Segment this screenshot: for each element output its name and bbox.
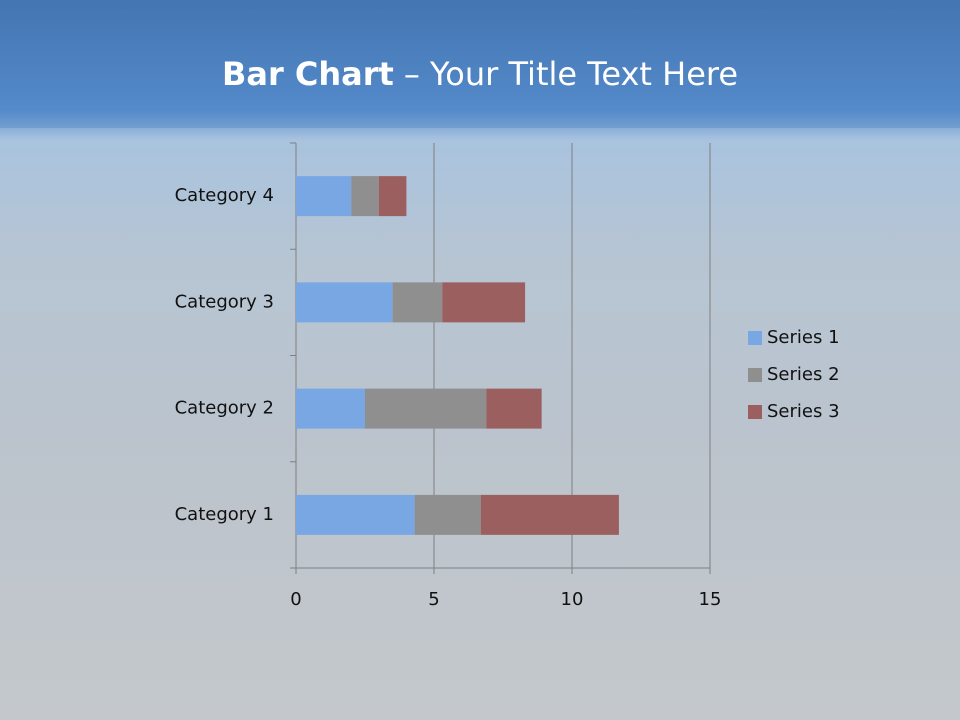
legend-label: Series 2 [767,364,840,385]
y-tick-label: Category 2 [175,398,274,419]
x-tick-label: 15 [699,589,722,610]
title-band [0,0,960,128]
bar-segment [378,176,407,217]
title-lead: Bar Chart [222,55,394,93]
bar-segment [392,282,443,323]
legend-swatch [748,405,762,419]
y-tick-label: Category 3 [175,291,274,312]
bar-segment [296,176,352,217]
legend-swatch [748,331,762,345]
bar-segment [296,282,393,323]
bar-segment [351,176,379,217]
bar-segment [414,494,481,535]
legend-swatch [748,368,762,382]
title-rest: – Your Title Text Here [404,55,738,93]
bar-segment [296,388,365,429]
y-tick-label: Category 1 [175,504,274,525]
bar-segment [296,494,415,535]
legend-label: Series 1 [767,327,840,348]
y-tick-label: Category 4 [175,185,274,206]
bar-segment [480,494,619,535]
x-tick-label: 5 [428,589,439,610]
x-tick-label: 0 [290,589,301,610]
bar-segment [486,388,542,429]
chart-title: Bar Chart – Your Title Text Here [222,55,738,93]
x-tick-label: 10 [561,589,584,610]
bar-segment [365,388,487,429]
bar-segment [442,282,526,323]
legend-label: Series 3 [767,401,840,422]
